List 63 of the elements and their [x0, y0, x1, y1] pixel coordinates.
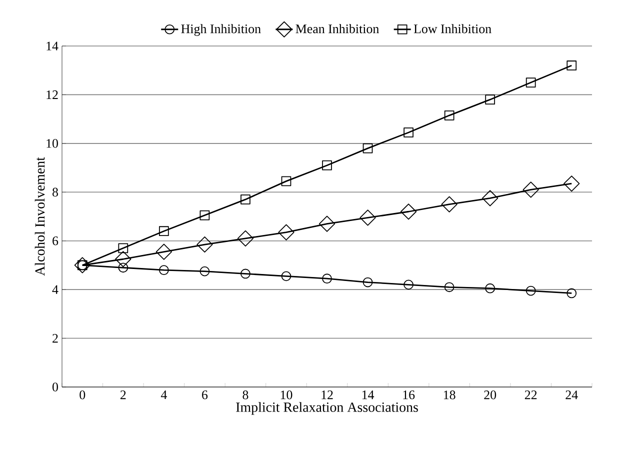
y-tick-label: 4	[52, 285, 58, 294]
x-tick-label: 0	[80, 390, 86, 400]
x-tick-label: 4	[160, 390, 167, 400]
x-tick-label: 8	[242, 390, 248, 400]
point	[278, 224, 294, 240]
point	[522, 182, 539, 198]
point	[566, 288, 577, 298]
point	[526, 286, 536, 296]
legend-label: Mean Inhibition	[296, 24, 379, 34]
x-tick-label: 2	[120, 390, 126, 400]
point	[281, 271, 292, 282]
point	[115, 251, 132, 268]
y-axis-title: Alcohol Involvement	[34, 157, 45, 276]
point	[200, 266, 210, 276]
point	[237, 230, 254, 246]
x-tick-label: 12	[322, 390, 333, 400]
point	[400, 204, 417, 220]
point	[158, 265, 169, 276]
point	[156, 244, 172, 260]
point	[360, 210, 376, 226]
point	[322, 274, 332, 284]
point	[566, 60, 577, 70]
x-axis-title: Implicit Relaxation Associations	[236, 402, 418, 415]
point	[74, 257, 90, 274]
point	[441, 196, 458, 212]
x-tick-label: 6	[202, 390, 208, 400]
x-tick-label: 20	[484, 390, 496, 400]
point	[118, 243, 128, 254]
point	[564, 176, 580, 192]
y-tick-label: 6	[52, 236, 58, 246]
point	[526, 78, 536, 88]
y-tick-label: 10	[46, 139, 58, 148]
point	[404, 128, 414, 138]
point	[485, 94, 496, 105]
x-tick-label: 10	[280, 390, 292, 400]
legend-label: Low Inhibition	[414, 24, 492, 34]
point	[118, 262, 128, 273]
y-tick-label: 2	[52, 334, 58, 343]
point	[482, 190, 498, 206]
point	[322, 160, 332, 170]
x-tick-label: 14	[362, 390, 374, 400]
point	[281, 176, 292, 186]
x-tick-label: 18	[444, 390, 456, 400]
point	[444, 110, 454, 120]
y-tick-label: 12	[46, 90, 58, 99]
point	[404, 280, 414, 290]
point	[158, 226, 169, 236]
point	[362, 143, 373, 154]
x-tick-label: 22	[524, 390, 537, 400]
y-tick-label: 14	[46, 42, 58, 50]
legend-label: High Inhibition	[181, 24, 261, 36]
x-tick-label: 16	[403, 390, 415, 400]
y-tick-label: 8	[52, 188, 58, 197]
point	[200, 210, 210, 220]
y-tick-label: 0	[52, 382, 58, 392]
x-tick-label: 24	[566, 390, 578, 400]
point	[196, 236, 213, 253]
point	[318, 216, 336, 232]
point	[485, 283, 496, 294]
point	[240, 268, 250, 279]
point	[240, 194, 250, 204]
point	[444, 282, 454, 292]
point	[362, 277, 373, 288]
